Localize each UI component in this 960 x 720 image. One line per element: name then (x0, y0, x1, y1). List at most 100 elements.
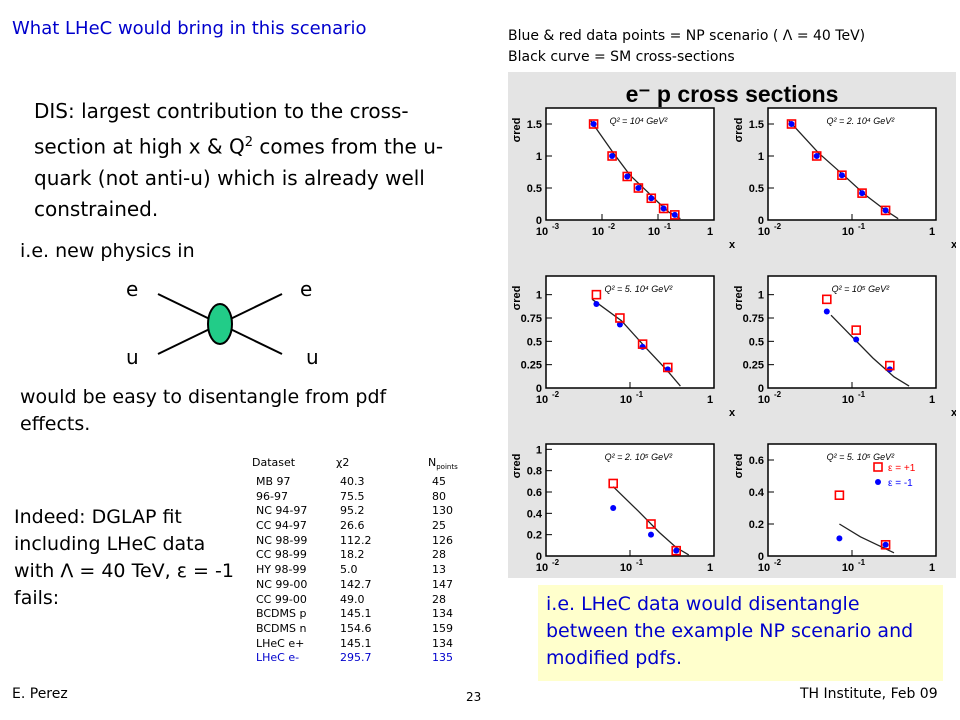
dglap-fit-text: Indeed: DGLAP fit including LHeC data wi… (14, 506, 234, 609)
q2-label: Q² = 2. 10⁴ GeV² (827, 116, 896, 126)
y-axis-label: σred (733, 286, 745, 311)
y-tick-label: 0.25 (743, 360, 764, 372)
y-tick-label: 0 (758, 383, 764, 395)
cell-npoints: 134 (432, 636, 453, 650)
x-tick-exponent: -1 (858, 558, 866, 567)
cell-chi2: 154.6 (340, 621, 372, 635)
x-axis-label: x (951, 575, 956, 578)
data-point-plus (591, 289, 602, 300)
data-point-minus (671, 211, 678, 218)
x-tick-label: 10 (536, 394, 548, 406)
data-point-plus (608, 478, 618, 489)
cell-dataset: CC 99-00 (256, 592, 307, 606)
y-tick-label: 0.4 (527, 508, 543, 520)
y-tick-label: 0 (758, 551, 764, 563)
data-point-minus (639, 343, 646, 350)
cell-dataset: MB 97 (256, 474, 291, 488)
cell-npoints: 159 (432, 621, 453, 635)
q2-label: Q² = 5. 10⁵ GeV² (827, 452, 896, 462)
slide-title: What LHeC would bring in this scenario (12, 18, 367, 39)
data-point-minus (610, 505, 617, 511)
data-point-minus (648, 531, 654, 538)
table-row: BCDMS p 145.1 134 (252, 607, 492, 622)
x-tick-label: 10 (842, 394, 854, 406)
cell-npoints: 147 (432, 577, 453, 591)
data-point-minus (673, 547, 680, 554)
y-tick-label: 0.8 (527, 466, 542, 478)
y-axis-label: σred (733, 454, 745, 479)
plot-panel-6: 0 0.2 0.4 0.6 10 -2 10 -1 1 σred x Q² = 5. 10⁵ GeV²… (733, 443, 958, 587)
data-point-plus (658, 203, 669, 214)
data-point-minus (882, 541, 889, 548)
x-tick-label: 1 (929, 562, 935, 574)
table-row: HY 98-99 5.0 13 (252, 563, 492, 578)
data-point-minus (590, 121, 597, 127)
table-row: LHeC e+ 145.1 134 (252, 637, 492, 652)
x-tick-label: 10 (592, 226, 604, 238)
cell-npoints: 28 (432, 548, 446, 562)
x-tick-exponent: -2 (774, 222, 782, 231)
x-tick-exponent: -2 (552, 558, 560, 567)
label-u-left: u (126, 345, 139, 369)
legend-marker-minus (875, 479, 881, 485)
cell-chi2: 145.1 (340, 607, 372, 621)
cell-dataset: 96-97 (256, 489, 288, 503)
fit-table-body: MB 97 40.3 45 96-97 75.5 80 NC 94-97 95.2 130 CC … (252, 475, 492, 666)
label-u-right: u (306, 345, 319, 369)
data-point-plus (622, 171, 632, 182)
table-row: NC 99-00 142.7 147 (252, 578, 492, 593)
y-tick-label: 1 (536, 444, 542, 456)
conclusion-box: i.e. LHeC data would disentangle between… (538, 585, 943, 681)
table-row: MB 97 40.3 45 (252, 475, 492, 490)
cell-dataset: NC 94-97 (256, 504, 308, 518)
data-point-plus (821, 294, 832, 305)
y-tick-label: 1.5 (749, 119, 764, 131)
data-point-plus (811, 151, 822, 161)
x-tick-label: 10 (758, 562, 770, 574)
x-tick-label: 10 (648, 226, 660, 238)
figure-title: e⁻ p cross sections (626, 81, 839, 107)
table-row: NC 94-97 95.2 130 (252, 504, 492, 519)
cell-dataset: LHeC e- (256, 651, 300, 665)
x-tick-exponent: -1 (858, 222, 866, 231)
plot-panel-2: 0 0.5 1 1.5 10 -2 10 -1 1 σred x Q² = 2. 10⁴ GeV² (733, 107, 958, 251)
dis-text-superscript: 2 (244, 135, 253, 150)
legend-note-line1: Blue & red data points = NP scenario ( Λ… (508, 28, 866, 44)
data-point-plus (851, 325, 862, 335)
q2-label: Q² = 10⁵ GeV² (832, 284, 891, 294)
cell-chi2: 112.2 (340, 533, 372, 547)
x-axis-label: x (729, 239, 736, 251)
y-axis-label: σred (511, 118, 523, 143)
y-tick-label: 1 (536, 290, 542, 302)
dis-text: DIS: largest contribution to the cross-s… (34, 96, 454, 225)
table-row: CC 94-97 26.6 25 (252, 519, 492, 534)
data-point-plus (633, 183, 644, 193)
data-point-plus (880, 539, 891, 550)
cell-chi2: 95.2 (340, 504, 365, 518)
cell-chi2: 26.6 (340, 519, 365, 532)
data-point-minus (859, 190, 866, 197)
y-tick-label: 0.5 (749, 336, 764, 348)
page-number: 23 (466, 690, 482, 704)
table-row: BCDMS n 154.6 159 (252, 622, 492, 637)
table-row: CC 99-00 49.0 28 (252, 593, 492, 608)
y-tick-label: 1 (758, 151, 764, 163)
cell-chi2: 18.2 (340, 548, 365, 562)
data-point-minus (823, 308, 830, 315)
data-point-minus (882, 207, 889, 214)
cell-chi2: 40.3 (340, 474, 365, 488)
x-tick-exponent: -1 (636, 558, 644, 567)
x-tick-label: 1 (707, 226, 713, 238)
y-tick-label: 0 (536, 215, 542, 227)
data-point-plus (884, 360, 895, 371)
data-point-plus (670, 210, 680, 220)
data-point-minus (853, 336, 860, 343)
x-axis-label: x (729, 575, 736, 578)
sm-curve (830, 314, 910, 387)
cell-npoints: 45 (432, 474, 446, 488)
x-tick-label: 10 (536, 226, 548, 238)
fit-table: Dataset χ2 Npoints MB 97 40.3 45 96-97 75.5 8… (252, 456, 492, 666)
x-tick-label: 1 (929, 226, 935, 238)
cell-chi2: 5.0 (340, 563, 358, 577)
x-tick-label: 10 (758, 226, 770, 238)
